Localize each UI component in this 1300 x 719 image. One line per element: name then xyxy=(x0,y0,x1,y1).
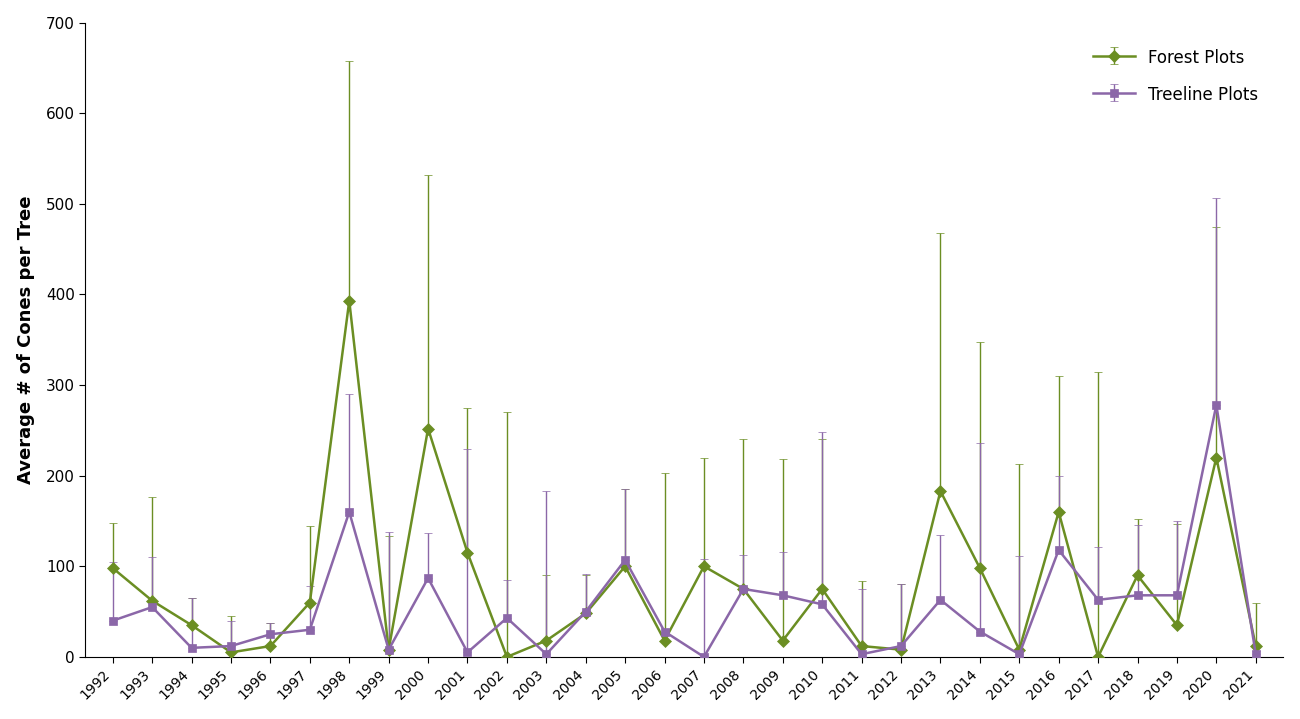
Y-axis label: Average # of Cones per Tree: Average # of Cones per Tree xyxy=(17,196,35,484)
Legend: Forest Plots, Treeline Plots: Forest Plots, Treeline Plots xyxy=(1076,31,1275,122)
